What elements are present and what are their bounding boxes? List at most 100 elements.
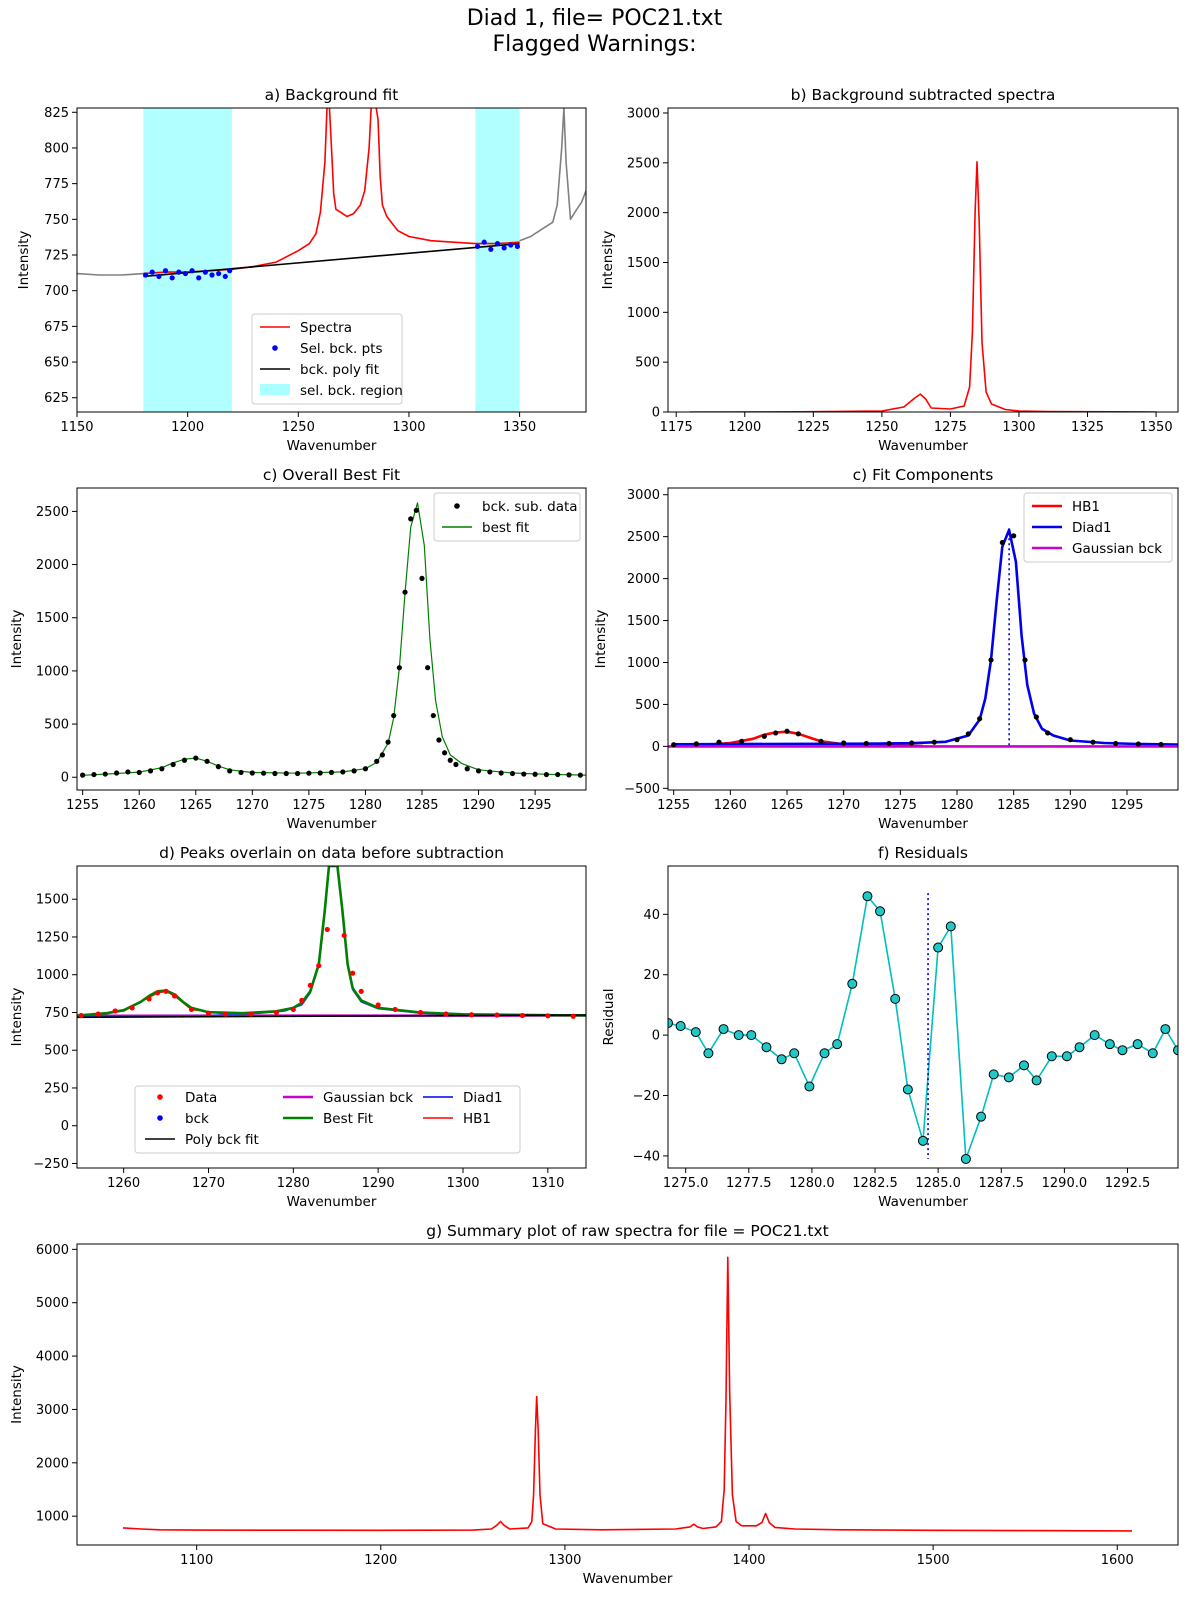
data-point <box>436 737 442 743</box>
y-tick-label: 2500 <box>627 530 660 545</box>
data-point <box>102 771 108 777</box>
x-tick-label: 1255 <box>657 798 690 813</box>
data-point <box>273 1009 279 1016</box>
data-point <box>443 1011 449 1017</box>
y-axis-label: Residual <box>601 988 617 1045</box>
x-tick-label: 1250 <box>865 420 898 435</box>
x-tick-label: 1150 <box>60 420 93 435</box>
chart-a: 1150 1200 1250 1300 1350 625 650 675 700 725 750 77… <box>16 86 587 454</box>
data-point <box>202 269 208 275</box>
data-point <box>392 1006 398 1013</box>
chart-title: c) Fit Components <box>853 466 994 484</box>
legend-label: bck <box>185 1111 209 1127</box>
data-point <box>146 996 152 1002</box>
data-point <box>487 769 493 775</box>
data-point <box>965 731 971 737</box>
legend-label: Sel. bck. pts <box>300 341 383 357</box>
y-tick-label: 2000 <box>627 206 660 221</box>
data-point <box>1090 739 1096 745</box>
residual-point <box>832 1039 843 1050</box>
data-point <box>464 766 470 772</box>
x-tick-label: 1280 <box>940 798 973 813</box>
data-point <box>222 273 228 280</box>
data-point <box>514 243 520 250</box>
x-tick-label: 1260 <box>107 1176 140 1191</box>
chart-title: a) Background fit <box>265 86 399 104</box>
y-tick-label: 625 <box>44 391 69 406</box>
x-tick-label: 1300 <box>1002 420 1035 435</box>
data-point <box>417 1009 424 1016</box>
data-point <box>350 970 356 976</box>
legend-marker <box>454 503 460 509</box>
data-point <box>425 665 431 671</box>
data-point <box>501 245 507 251</box>
residual-line <box>668 894 1178 1160</box>
residual-point <box>1003 1072 1014 1083</box>
data-point <box>374 758 380 764</box>
data-point <box>324 926 330 933</box>
data-point <box>163 988 169 994</box>
data-point <box>129 1005 135 1011</box>
y-tick-label: 0 <box>652 740 660 755</box>
x-tick-label: 1280.0 <box>789 1176 835 1191</box>
y-tick-label: −250 <box>33 1157 69 1172</box>
background-region <box>475 108 520 412</box>
y-tick-label: 650 <box>44 356 69 371</box>
residual-point <box>776 1054 787 1065</box>
y-tick-label: 500 <box>44 718 69 733</box>
data-point <box>1011 533 1017 539</box>
legend-box <box>433 492 581 542</box>
residual-point <box>804 1081 815 1092</box>
plot-series <box>77 108 586 281</box>
legend-label: Diad1 <box>1072 520 1112 536</box>
x-tick-label: 1280 <box>277 1176 310 1191</box>
data-point <box>566 772 572 778</box>
data-point <box>209 272 215 278</box>
residual-point <box>761 1042 772 1053</box>
plot-frame <box>667 865 1179 1169</box>
y-tick-label: 725 <box>44 249 69 264</box>
data-point <box>1045 730 1051 736</box>
x-tick-label: 1200 <box>728 420 761 435</box>
data-point <box>498 770 504 776</box>
data-point <box>693 741 699 747</box>
data-point <box>147 768 154 774</box>
residual-point <box>733 1030 744 1041</box>
data-point <box>447 757 453 763</box>
plot-series <box>77 866 586 1019</box>
data-point <box>931 739 937 745</box>
x-axis-label: Wavenumber <box>878 816 968 832</box>
data-point <box>577 772 583 778</box>
x-axis-label: Wavenumber <box>878 1194 968 1210</box>
plot-frame <box>76 107 587 413</box>
legend-label: Gaussian bck <box>323 1090 413 1106</box>
legend-marker <box>272 345 278 351</box>
data-point <box>408 516 414 522</box>
residual-point <box>1132 1039 1143 1050</box>
legend-label: Gaussian bck <box>1072 541 1162 557</box>
y-tick-label: 1500 <box>627 256 660 271</box>
x-tick-label: 1290.0 <box>1042 1176 1088 1191</box>
series-line-poly-bck-fit <box>77 1014 586 1019</box>
x-axis-label: Wavenumber <box>287 1194 377 1210</box>
x-tick-label: 1285 <box>997 798 1030 813</box>
y-tick-label: 1500 <box>627 614 660 629</box>
figure-title-line2: Flagged Warnings: <box>492 32 697 57</box>
series-line-spectra <box>143 108 520 275</box>
data-point <box>171 993 178 999</box>
chart-g: 1100 1200 1300 1400 1500 1600 1000 2000 3000 4000… <box>9 1222 1179 1587</box>
residual-point <box>789 1048 800 1059</box>
x-tick-label: 1270 <box>192 1176 225 1191</box>
data-point <box>379 752 385 758</box>
y-tick-label: 40 <box>643 908 660 923</box>
legend-swatch <box>260 384 290 395</box>
data-point <box>216 270 222 277</box>
y-tick-label: 1000 <box>627 306 660 321</box>
x-tick-label: 1300 <box>392 420 425 435</box>
y-tick-label: 1000 <box>36 1510 69 1525</box>
y-axis-label: Intensity <box>9 1365 25 1424</box>
y-tick-label: 0 <box>652 406 660 421</box>
data-point <box>169 275 175 281</box>
legend-label: HB1 <box>1072 499 1100 515</box>
x-tick-label: 1295 <box>519 798 552 813</box>
